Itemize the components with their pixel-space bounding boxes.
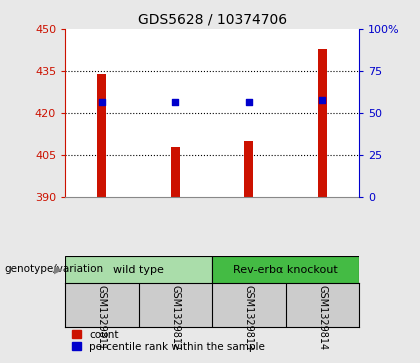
Bar: [171, 147, 180, 197]
Bar: [212, 256, 359, 283]
Legend: count, percentile rank within the sample: count, percentile rank within the sample: [70, 328, 267, 354]
Bar: [244, 141, 253, 197]
Text: GSM1329814: GSM1329814: [318, 285, 327, 350]
Text: genotype/variation: genotype/variation: [4, 264, 103, 274]
Text: ▶: ▶: [54, 264, 62, 274]
Text: GSM1329812: GSM1329812: [171, 285, 180, 351]
Bar: [65, 256, 212, 283]
Point: [245, 99, 252, 105]
Text: GSM1329811: GSM1329811: [97, 285, 107, 350]
Bar: [97, 74, 106, 197]
Point: [98, 99, 105, 105]
Text: Rev-erbα knockout: Rev-erbα knockout: [233, 265, 338, 274]
Point: [172, 99, 179, 105]
Point: [319, 97, 326, 103]
Title: GDS5628 / 10374706: GDS5628 / 10374706: [137, 12, 287, 26]
Bar: [318, 49, 327, 197]
Text: wild type: wild type: [113, 265, 164, 274]
Text: GSM1329813: GSM1329813: [244, 285, 254, 350]
